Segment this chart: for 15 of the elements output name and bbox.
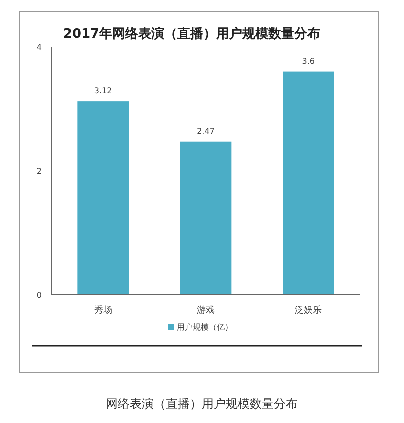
y-tick-label: 4 [36, 43, 42, 52]
x-tick-label: 秀场 [94, 305, 112, 316]
data-label: 3.6 [302, 56, 316, 66]
x-tick-label: 游戏 [197, 305, 215, 316]
legend-label: 用户规模（亿） [177, 323, 233, 332]
data-label: 3.12 [94, 86, 112, 96]
data-label: 2.47 [197, 126, 215, 136]
bar [283, 72, 334, 295]
x-tick-label: 泛娱乐 [295, 305, 322, 316]
bar [78, 102, 129, 295]
y-tick-label: 0 [36, 291, 42, 300]
y-tick-label: 2 [36, 167, 42, 176]
chart-title: 2017年网络表演（直播）用户规模数量分布 [63, 26, 321, 42]
text: 网络表演（直播）用户规模数量分布 [106, 397, 298, 411]
bar [180, 142, 232, 295]
